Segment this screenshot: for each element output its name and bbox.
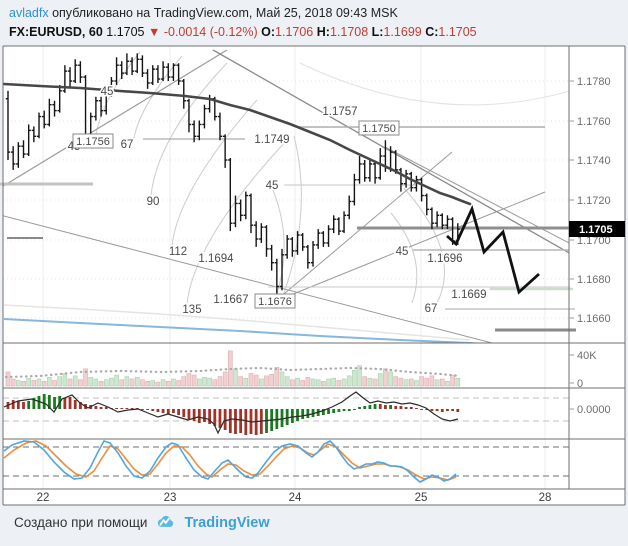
gann-label: 1.1694 [198, 253, 234, 265]
volume-axis-label[interactable]: 0 [577, 378, 583, 390]
low-value: 1.1699 [383, 25, 422, 39]
time-axis-label[interactable]: 28 [539, 492, 552, 504]
gann-label: 1.1669 [451, 289, 486, 301]
tradingview-cloud-icon[interactable] [155, 512, 176, 533]
low-label: L: [371, 25, 384, 39]
open-value: 1.1706 [275, 25, 314, 39]
created-with-text: Создано при помощи [14, 515, 148, 530]
change-value: -0.0014 (-0.12%) [163, 25, 258, 39]
current-price-badge-text: 1.1705 [579, 224, 613, 236]
last-price: 1.1705 [106, 25, 145, 39]
volume-ma-dotted-line [4, 366, 462, 379]
price-axis-label[interactable]: 1.1780 [577, 76, 611, 88]
gann-label: 1.1667 [213, 294, 248, 306]
close-label: C: [425, 25, 439, 39]
author-link[interactable]: avladfx [9, 6, 49, 20]
ohlc-bars[interactable] [5, 53, 460, 295]
stoch-k-line [3, 440, 457, 483]
change-arrow-icon: ▼ [147, 25, 161, 39]
histogram-signal-line [3, 391, 459, 435]
price-panel[interactable] [0, 49, 586, 343]
gann-label: 45 [101, 86, 114, 98]
price-flag-box[interactable] [72, 133, 114, 149]
publish-text: опубликовано на TradingView.com, Май 25,… [48, 6, 398, 20]
slow-ma-line[interactable] [3, 82, 472, 206]
tradingview-brand-link[interactable]: TradingView [184, 514, 270, 531]
footer: Создано при помощи TradingView [14, 512, 270, 533]
price-flag-box[interactable] [254, 293, 296, 309]
current-price-badge [569, 221, 625, 237]
gann-label: 90 [147, 196, 160, 208]
price-axis-label[interactable]: 1.1700 [577, 235, 611, 247]
publish-line: avladfx опубликовано на TradingView.com,… [9, 4, 621, 23]
time-axis-label[interactable]: 22 [37, 492, 50, 504]
price-axis-label[interactable]: 1.1760 [577, 116, 611, 128]
indicator-axis-label[interactable]: 0.0000 [577, 404, 611, 416]
time-axis-label[interactable]: 23 [164, 492, 177, 504]
gann-label: 45 [266, 180, 279, 192]
forecast-zigzag-line[interactable] [446, 204, 540, 295]
gann-label: 67 [425, 303, 438, 315]
price-flag-text: 1.1676 [258, 296, 292, 308]
gann-label: 1.1757 [322, 106, 357, 118]
price-flag-text: 1.1756 [76, 136, 110, 148]
price-flag-text: 1.1750 [362, 123, 396, 135]
symbol-label[interactable]: FX:EURUSD, 60 [9, 25, 103, 39]
open-label: O: [261, 25, 276, 39]
volume-axis-label[interactable]: 40K [577, 350, 597, 362]
gann-label: 135 [182, 304, 201, 316]
symbol-line: FX:EURUSD, 60 1.1705 ▼ -0.0014 (-0.12%) … [9, 23, 621, 42]
price-axis-label[interactable]: 1.1740 [577, 155, 611, 167]
price-chart-svg[interactable]: 45 45 67 90 112 135 1.1749 1.1757 1.1694 1.1667 1.… [0, 45, 628, 506]
faint-ma-line [3, 304, 471, 341]
gann-label: 1.1696 [427, 253, 462, 265]
close-value: 1.1705 [438, 25, 477, 39]
gann-label: 112 [169, 246, 187, 258]
high-label: H: [316, 25, 330, 39]
price-axis-label[interactable]: 1.1660 [577, 313, 611, 325]
price-axis-label[interactable]: 1.1680 [577, 274, 611, 286]
volume-bars[interactable] [5, 350, 461, 387]
time-axis-label[interactable]: 25 [415, 492, 428, 504]
price-axis-label[interactable]: 1.1720 [577, 195, 611, 207]
time-axis-label[interactable]: 24 [289, 492, 302, 504]
gann-label: 67 [121, 139, 134, 151]
price-flag-box[interactable] [358, 120, 400, 136]
gann-label: 1.1749 [254, 134, 289, 146]
stoch-d-line [3, 440, 457, 481]
gann-label: 45 [396, 246, 409, 258]
chart-header: avladfx опубликовано на TradingView.com,… [9, 4, 621, 42]
chart-area[interactable]: 45 45 67 90 112 135 1.1749 1.1757 1.1694 1.1667 1.… [0, 45, 628, 506]
high-value: 1.1708 [329, 25, 369, 39]
